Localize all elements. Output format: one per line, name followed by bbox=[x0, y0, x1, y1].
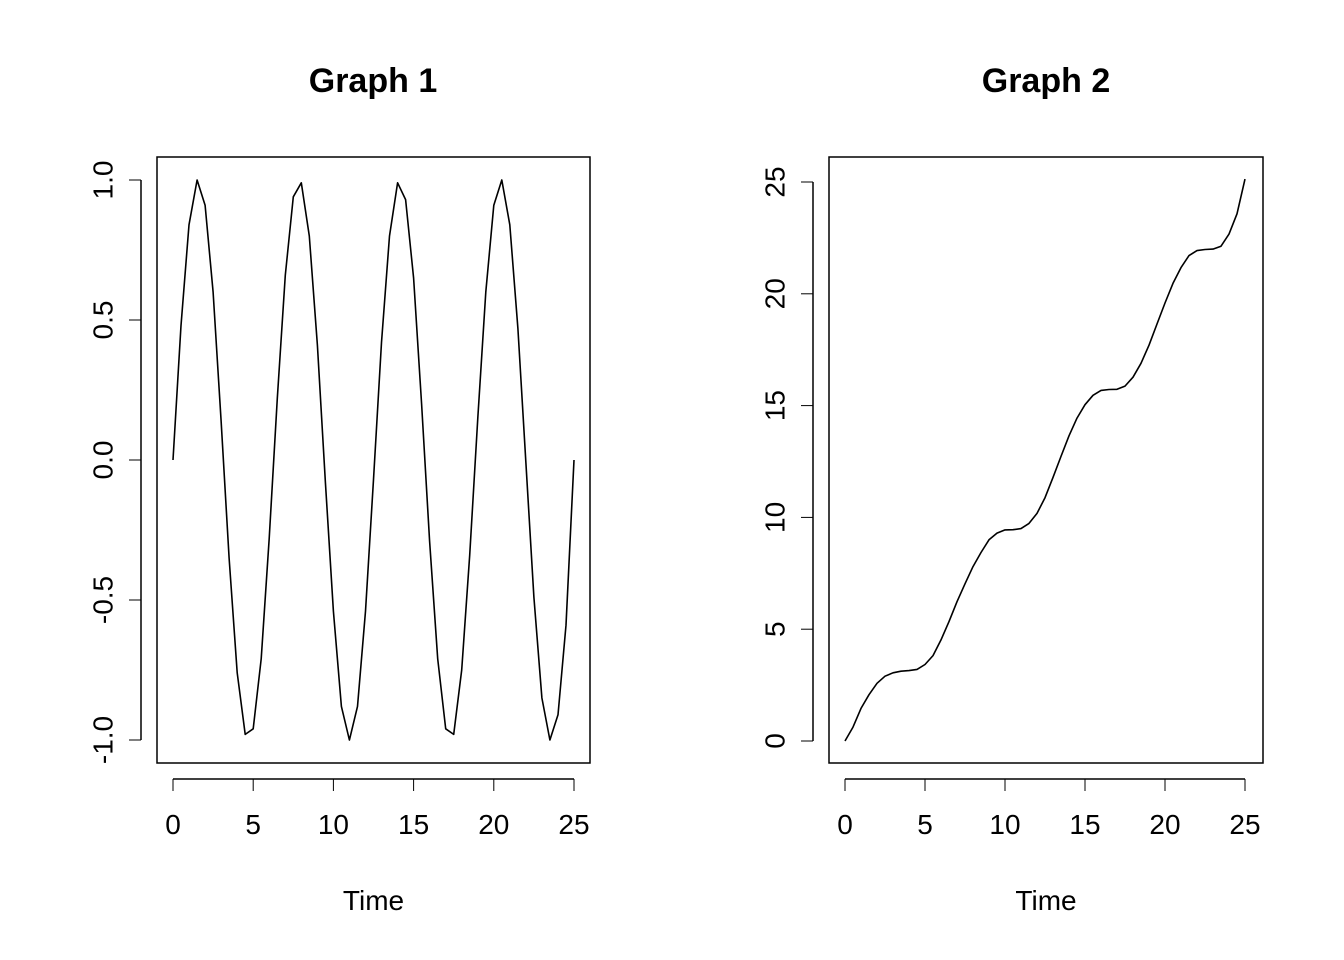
x-tick-label: 5 bbox=[245, 809, 261, 840]
chart-title: Graph 2 bbox=[982, 62, 1110, 100]
x-tick-label: 20 bbox=[1149, 809, 1180, 840]
series-line bbox=[844, 178, 1246, 742]
x-axis-label: Time bbox=[1015, 885, 1076, 916]
y-tick-label: 25 bbox=[759, 166, 790, 197]
y-tick-label: -0.5 bbox=[87, 576, 118, 624]
y-tick-label: -1.0 bbox=[87, 716, 118, 764]
series-line bbox=[172, 179, 575, 741]
x-tick-label: 25 bbox=[558, 809, 589, 840]
chart-panel-2: Graph 2 0 5 10 15 20 25 0 5 10 15 20 25 Time bbox=[759, 62, 1264, 916]
x-tick-label: 0 bbox=[165, 809, 181, 840]
x-tick-label: 20 bbox=[478, 809, 509, 840]
x-tick-label: 15 bbox=[398, 809, 429, 840]
y-tick-label: 0 bbox=[759, 733, 790, 749]
y-tick-label: 0.5 bbox=[87, 301, 118, 340]
y-tick-label: 0.0 bbox=[87, 441, 118, 480]
x-tick-label: 10 bbox=[318, 809, 349, 840]
chart-title: Graph 1 bbox=[309, 62, 437, 100]
plot-frame bbox=[156, 156, 591, 764]
chart-panel-1: Graph 1 0 5 10 15 20 25 -1.0 -0.5 0.0 0.5 1.0 Time bbox=[87, 62, 591, 916]
x-tick-label: 15 bbox=[1069, 809, 1100, 840]
x-axis-label: Time bbox=[343, 885, 404, 916]
x-tick-label: 0 bbox=[837, 809, 853, 840]
y-tick-label: 1.0 bbox=[87, 161, 118, 200]
y-tick-label: 10 bbox=[759, 502, 790, 533]
plot-frame bbox=[828, 156, 1264, 764]
x-tick-label: 5 bbox=[917, 809, 933, 840]
y-tick-label: 15 bbox=[759, 390, 790, 421]
x-tick-label: 10 bbox=[989, 809, 1020, 840]
y-tick-label: 5 bbox=[759, 621, 790, 637]
y-tick-label: 20 bbox=[759, 278, 790, 309]
x-tick-label: 25 bbox=[1229, 809, 1260, 840]
